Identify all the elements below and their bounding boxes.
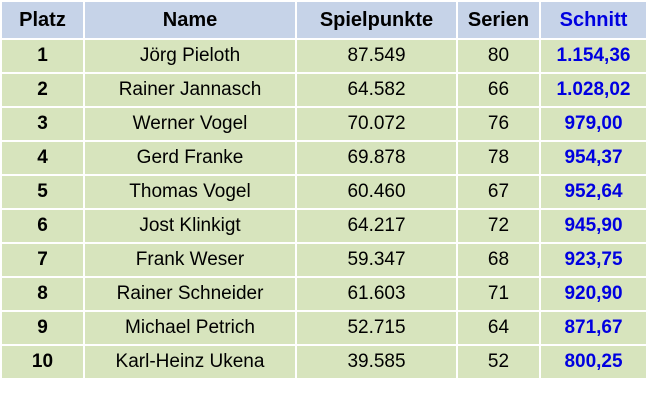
cell-platz: 6 xyxy=(0,208,85,244)
cell-serien: 67 xyxy=(456,174,541,210)
cell-serien: 68 xyxy=(456,242,541,278)
cell-name: Werner Vogel xyxy=(83,106,297,142)
table-row: 10 Karl-Heinz Ukena 39.585 52 800,25 xyxy=(0,344,648,380)
cell-platz: 3 xyxy=(0,106,85,142)
column-header-platz: Platz xyxy=(0,0,85,40)
cell-schnitt: 979,00 xyxy=(539,106,648,142)
cell-spielpunkte: 87.549 xyxy=(295,38,458,74)
table-row: 4 Gerd Franke 69.878 78 954,37 xyxy=(0,140,648,176)
cell-spielpunkte: 70.072 xyxy=(295,106,458,142)
cell-schnitt: 954,37 xyxy=(539,140,648,176)
table-row: 3 Werner Vogel 70.072 76 979,00 xyxy=(0,106,648,142)
cell-schnitt: 800,25 xyxy=(539,344,648,380)
column-header-serien: Serien xyxy=(456,0,541,40)
ranking-table: Platz Name Spielpunkte Serien Schnitt 1 … xyxy=(0,0,648,380)
cell-spielpunkte: 52.715 xyxy=(295,310,458,346)
cell-spielpunkte: 59.347 xyxy=(295,242,458,278)
table-row: 8 Rainer Schneider 61.603 71 920,90 xyxy=(0,276,648,312)
cell-platz: 1 xyxy=(0,38,85,74)
table-row: 1 Jörg Pieloth 87.549 80 1.154,36 xyxy=(0,38,648,74)
table-body: 1 Jörg Pieloth 87.549 80 1.154,36 2 Rain… xyxy=(0,38,648,380)
cell-spielpunkte: 61.603 xyxy=(295,276,458,312)
cell-name: Frank Weser xyxy=(83,242,297,278)
cell-serien: 52 xyxy=(456,344,541,380)
cell-platz: 4 xyxy=(0,140,85,176)
cell-spielpunkte: 64.582 xyxy=(295,72,458,108)
column-header-spielpunkte: Spielpunkte xyxy=(295,0,458,40)
cell-schnitt: 923,75 xyxy=(539,242,648,278)
column-header-schnitt: Schnitt xyxy=(539,0,648,40)
table-header: Platz Name Spielpunkte Serien Schnitt xyxy=(0,0,648,40)
cell-platz: 9 xyxy=(0,310,85,346)
cell-name: Jörg Pieloth xyxy=(83,38,297,74)
cell-schnitt: 920,90 xyxy=(539,276,648,312)
cell-platz: 10 xyxy=(0,344,85,380)
cell-schnitt: 945,90 xyxy=(539,208,648,244)
cell-platz: 2 xyxy=(0,72,85,108)
table-row: 5 Thomas Vogel 60.460 67 952,64 xyxy=(0,174,648,210)
cell-platz: 8 xyxy=(0,276,85,312)
cell-name: Jost Klinkigt xyxy=(83,208,297,244)
column-header-name: Name xyxy=(83,0,297,40)
cell-name: Karl-Heinz Ukena xyxy=(83,344,297,380)
table-row: 6 Jost Klinkigt 64.217 72 945,90 xyxy=(0,208,648,244)
cell-serien: 80 xyxy=(456,38,541,74)
cell-name: Rainer Jannasch xyxy=(83,72,297,108)
cell-schnitt: 871,67 xyxy=(539,310,648,346)
cell-platz: 5 xyxy=(0,174,85,210)
cell-serien: 72 xyxy=(456,208,541,244)
table-row: 7 Frank Weser 59.347 68 923,75 xyxy=(0,242,648,278)
cell-name: Gerd Franke xyxy=(83,140,297,176)
table-row: 9 Michael Petrich 52.715 64 871,67 xyxy=(0,310,648,346)
cell-serien: 64 xyxy=(456,310,541,346)
cell-serien: 71 xyxy=(456,276,541,312)
cell-spielpunkte: 69.878 xyxy=(295,140,458,176)
cell-schnitt: 1.154,36 xyxy=(539,38,648,74)
cell-serien: 78 xyxy=(456,140,541,176)
cell-name: Michael Petrich xyxy=(83,310,297,346)
cell-spielpunkte: 64.217 xyxy=(295,208,458,244)
header-row: Platz Name Spielpunkte Serien Schnitt xyxy=(0,0,648,40)
cell-spielpunkte: 39.585 xyxy=(295,344,458,380)
cell-platz: 7 xyxy=(0,242,85,278)
table-row: 2 Rainer Jannasch 64.582 66 1.028,02 xyxy=(0,72,648,108)
cell-serien: 76 xyxy=(456,106,541,142)
cell-schnitt: 952,64 xyxy=(539,174,648,210)
cell-name: Thomas Vogel xyxy=(83,174,297,210)
cell-spielpunkte: 60.460 xyxy=(295,174,458,210)
cell-schnitt: 1.028,02 xyxy=(539,72,648,108)
cell-serien: 66 xyxy=(456,72,541,108)
cell-name: Rainer Schneider xyxy=(83,276,297,312)
